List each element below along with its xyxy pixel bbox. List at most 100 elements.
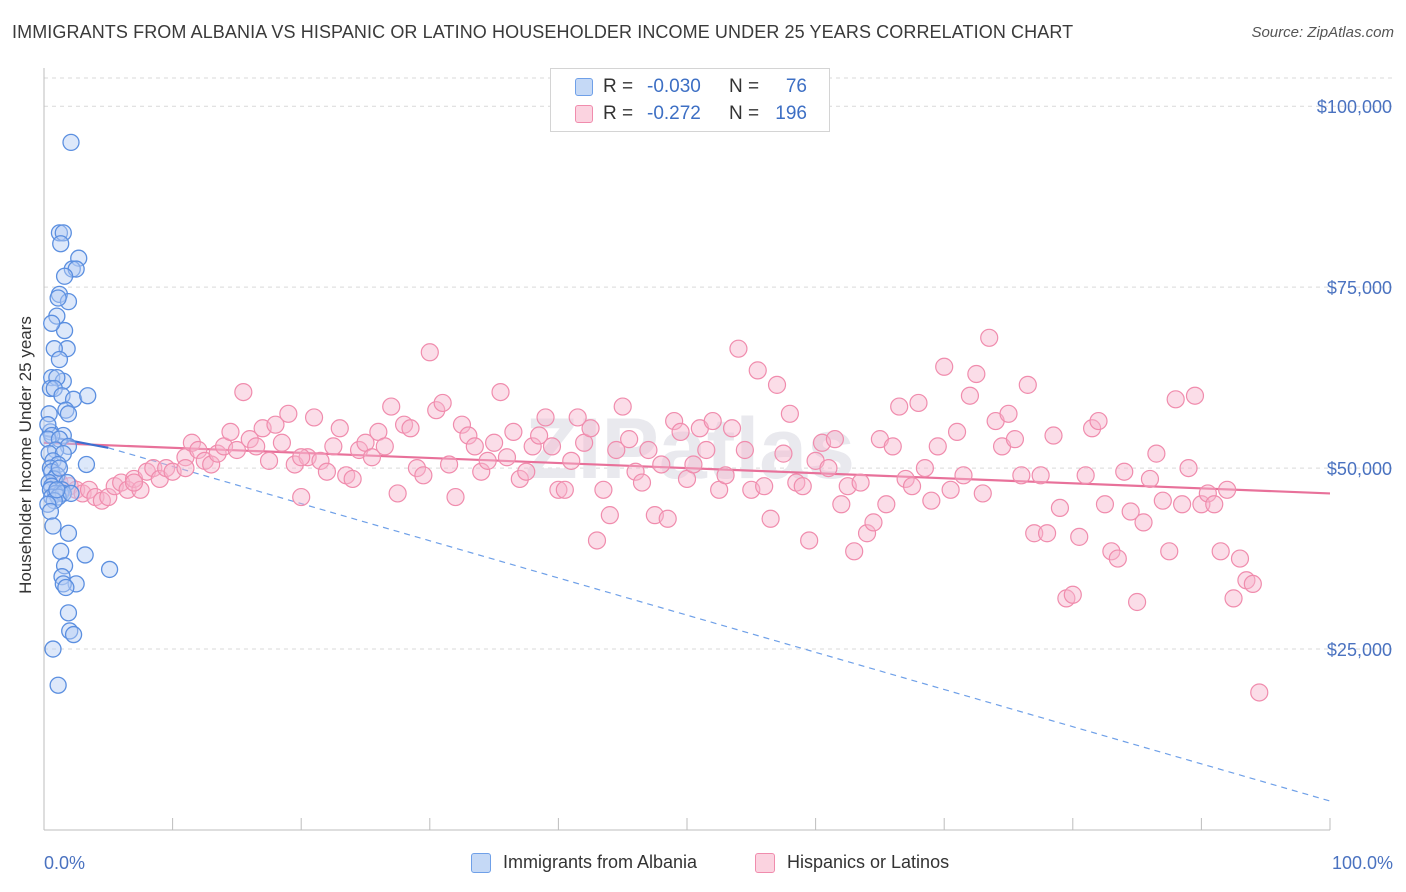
point-albania [41,502,60,521]
point-hispanic [973,484,992,503]
point-albania [48,368,66,387]
point-hispanic [626,462,645,481]
point-albania [55,557,74,575]
point-hispanic [960,386,980,405]
series-swatch-pink [755,852,775,873]
point-albania [45,340,63,358]
point-hispanic [825,430,844,449]
point-hispanic [735,440,754,460]
point-hispanic [343,469,362,489]
point-hispanic [324,437,343,456]
axes [43,68,1331,831]
point-hispanic [1025,524,1044,543]
point-hispanic [1140,469,1160,489]
point-hispanic [304,408,324,427]
point-hispanic [883,437,902,456]
point-hispanic [1070,527,1089,546]
point-hispanic [382,397,401,416]
point-hispanic [902,477,922,496]
point-hispanic [1250,683,1269,702]
point-hispanic [748,361,767,380]
point-hispanic [79,480,99,499]
point-hispanic [857,524,877,543]
series-swatch-blue [471,852,491,873]
point-albania [62,133,80,152]
point-hispanic [761,509,780,528]
point-albania [64,625,83,644]
point-hispanic [1224,589,1243,608]
point-albania [59,524,78,542]
point-hispanic [613,397,632,416]
point-hispanic [1173,495,1192,514]
series-legend-hispanic[interactable]: Hispanics or Latinos [755,852,949,873]
point-hispanic [446,487,465,507]
point-albania [39,416,57,434]
x-tick-label-max: 100.0% [1331,853,1393,873]
point-hispanic [587,531,607,550]
y-tick-labels: $25,000 $50,000 $75,000 $100,000 [1317,97,1392,660]
point-hispanic [755,477,774,496]
point-hispanic [504,422,523,442]
point-hispanic [1018,375,1037,394]
point-hispanic [317,462,337,481]
point-hispanic [530,426,549,445]
point-hispanic [697,440,716,460]
point-hispanic [1211,542,1230,561]
legend-r-label: R = [603,76,634,97]
point-hispanic [980,328,999,347]
point-hispanic [388,484,407,503]
point-hispanic [176,458,195,478]
point-hispanic [330,419,349,438]
point-hispanic [1205,495,1224,514]
point-hispanic [793,477,812,496]
point-hispanic [1179,458,1198,478]
point-albania [70,249,88,267]
point-hispanic [221,422,240,442]
legend-n-label: N = [729,103,760,124]
point-albania [59,604,78,622]
point-albania [44,640,62,658]
point-albania [43,314,61,332]
point-hispanic [1031,466,1050,485]
point-hispanic [600,506,619,525]
y-tick-label: $25,000 [1327,640,1392,660]
legend-n-value: 196 [775,103,807,124]
series-legend-albania[interactable]: Immigrants from Albania [471,852,697,873]
legend-r-label: R = [603,103,634,124]
point-hispanic [1115,462,1134,481]
point-hispanic [1243,574,1262,594]
point-hispanic [947,422,967,442]
point-albania [62,484,80,503]
point-hispanic [632,473,652,492]
point-hispanic [292,448,311,467]
point-hispanic [497,448,517,467]
y-tick-label: $50,000 [1327,459,1392,479]
point-albania [44,517,62,535]
point-hispanic [266,415,285,434]
point-hispanic [935,357,954,376]
point-hispanic [941,480,960,499]
legend-row-albania: R = -0.030 N = 76 [575,75,807,99]
y-tick-label: $100,000 [1317,97,1392,117]
point-hispanic [1192,495,1211,514]
point-hispanic [1089,411,1108,431]
point-hispanic [594,480,613,499]
point-hispanic [832,495,851,514]
point-albania [52,542,70,560]
point-hispanic [375,437,394,456]
series-legend-label: Hispanics or Latinos [787,852,950,872]
point-hispanic [472,462,491,481]
point-hispanic [1153,491,1172,510]
point-hispanic [1166,390,1185,409]
point-hispanic [1230,549,1250,568]
point-hispanic [279,404,298,423]
point-hispanic [1160,542,1179,561]
point-hispanic [1198,484,1217,503]
point-hispanic [716,466,735,485]
series-legend: Immigrants from Albania Hispanics or Lat… [0,852,1406,876]
point-hispanic [562,451,581,470]
legend-r-value: -0.030 [647,76,701,97]
point-hispanic [999,404,1018,423]
point-hispanic [928,437,947,456]
point-hispanic [131,480,150,499]
